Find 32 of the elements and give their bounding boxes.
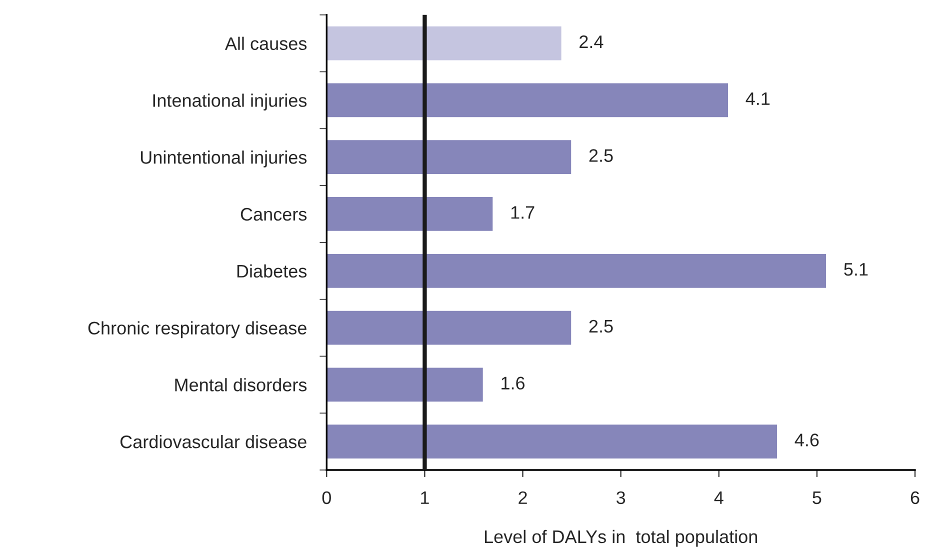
data-label: 2.5	[589, 149, 613, 162]
x-tick-label: 3	[616, 491, 626, 504]
y-tick-label: Cardiovascular disease	[120, 435, 306, 448]
bar	[326, 366, 484, 403]
data-label: 1.7	[511, 206, 534, 219]
y-tick-label: Intenational injuries	[153, 94, 307, 110]
x-tick-label: 1	[421, 492, 429, 504]
y-tick-label: Unintentional injuries	[141, 150, 307, 168]
x-tick-label: 0	[322, 491, 331, 504]
bar	[326, 423, 778, 460]
bar	[326, 138, 572, 176]
x-tick-label: 5	[812, 492, 822, 504]
x-tick-label: 6	[910, 491, 920, 504]
y-tick-label: Cancers	[240, 208, 307, 221]
data-label: 5.1	[844, 263, 868, 276]
bar	[326, 24, 563, 62]
data-label: 4.6	[794, 434, 819, 446]
data-label: 1.6	[502, 376, 525, 390]
data-label: 2.5	[589, 320, 613, 333]
bar	[326, 252, 828, 290]
data-label: 2.4	[580, 35, 604, 48]
y-tick-label: Chronic respiratory disease	[88, 321, 306, 338]
y-tick-label: Mental disorders	[175, 378, 307, 392]
bar	[326, 309, 572, 346]
x-tick-label: 4	[714, 492, 724, 504]
x-axis-title: Level of DALYs in total population	[484, 530, 758, 547]
data-label: 4.1	[746, 92, 770, 105]
y-tick-label: Diabetes	[237, 264, 307, 278]
bar	[326, 82, 730, 119]
y-tick-label: All causes	[224, 36, 307, 50]
x-tick-label: 2	[518, 491, 527, 504]
bar	[326, 196, 494, 232]
